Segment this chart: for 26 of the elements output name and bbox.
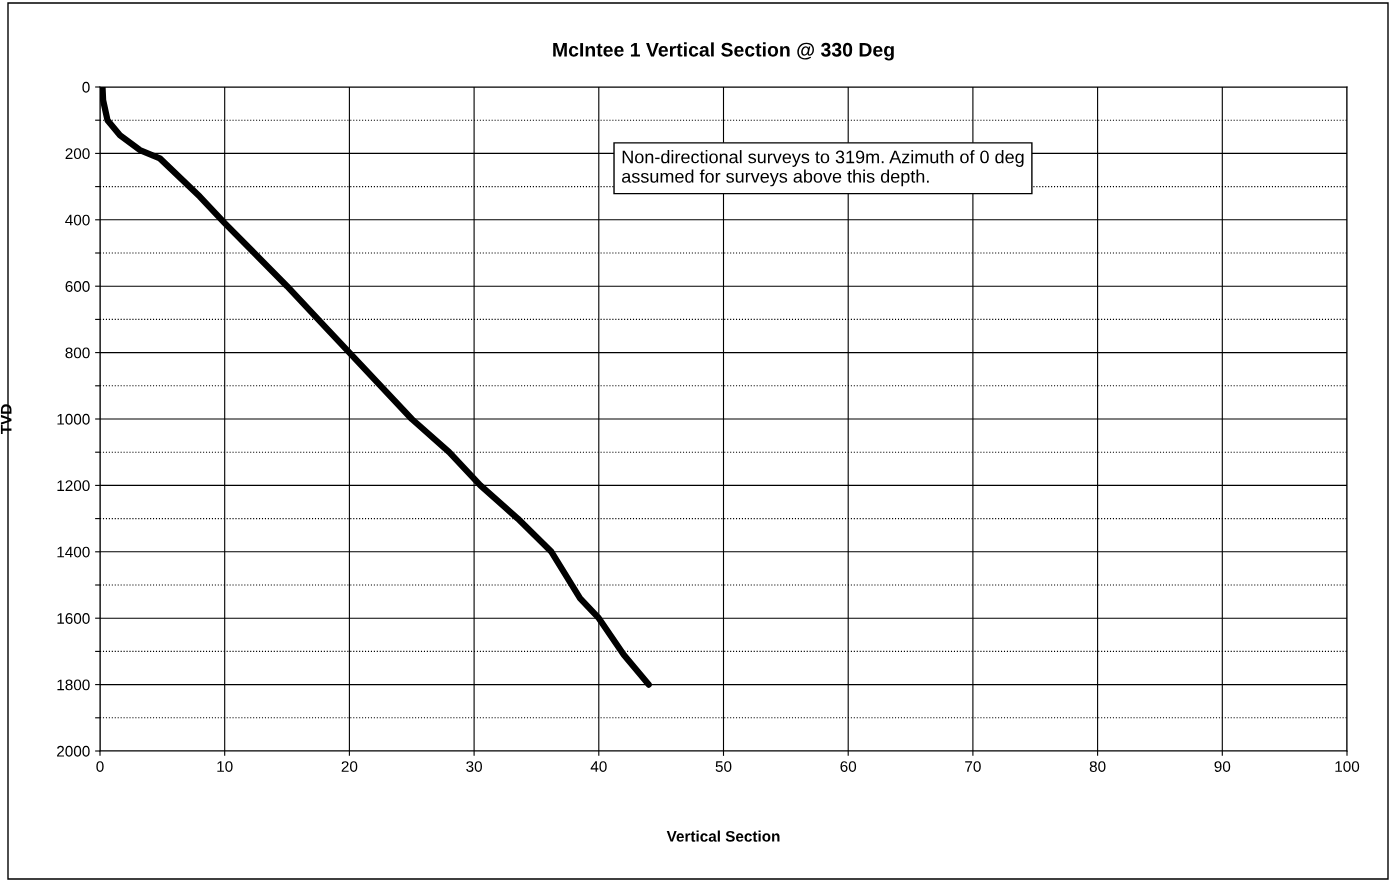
x-tick-label: 90 <box>1214 761 1231 772</box>
x-tick-label: 100 <box>1335 761 1360 772</box>
x-tick-label: 10 <box>217 761 233 772</box>
x-tick-label: 70 <box>965 761 981 772</box>
chart-title: McIntee 1 Vertical Section @ 330 Deg <box>553 42 894 61</box>
y-tick-label: 800 <box>65 347 90 359</box>
y-tick-label: 1000 <box>57 413 90 425</box>
x-tick-label: 30 <box>466 761 482 772</box>
x-tick-label: 80 <box>1089 761 1106 772</box>
x-axis-title: Vertical Section <box>666 830 780 842</box>
x-tick-label: 20 <box>341 761 358 772</box>
y-tick-label: 1600 <box>57 613 90 624</box>
y-tick-label: 1200 <box>57 480 90 492</box>
y-tick-label: 1400 <box>57 546 90 558</box>
y-tick-label: 600 <box>65 281 90 292</box>
x-tick-label: 40 <box>590 761 607 772</box>
x-tick-label: 60 <box>840 761 857 772</box>
annotation: Non-directional surveys to 319m. Azimuth of 0 deg assumed for surveys above this depth. <box>622 150 1024 187</box>
y-tick-label: 2000 <box>57 745 90 757</box>
y-axis-title: TVD <box>0 404 12 435</box>
y-tick-label: 0 <box>82 81 90 93</box>
y-tick-label: 200 <box>65 148 90 160</box>
x-tick-label: 50 <box>715 761 732 772</box>
y-tick-label: 1800 <box>57 679 90 691</box>
x-tick-label: 0 <box>96 761 104 772</box>
y-tick-label: 400 <box>65 214 90 226</box>
